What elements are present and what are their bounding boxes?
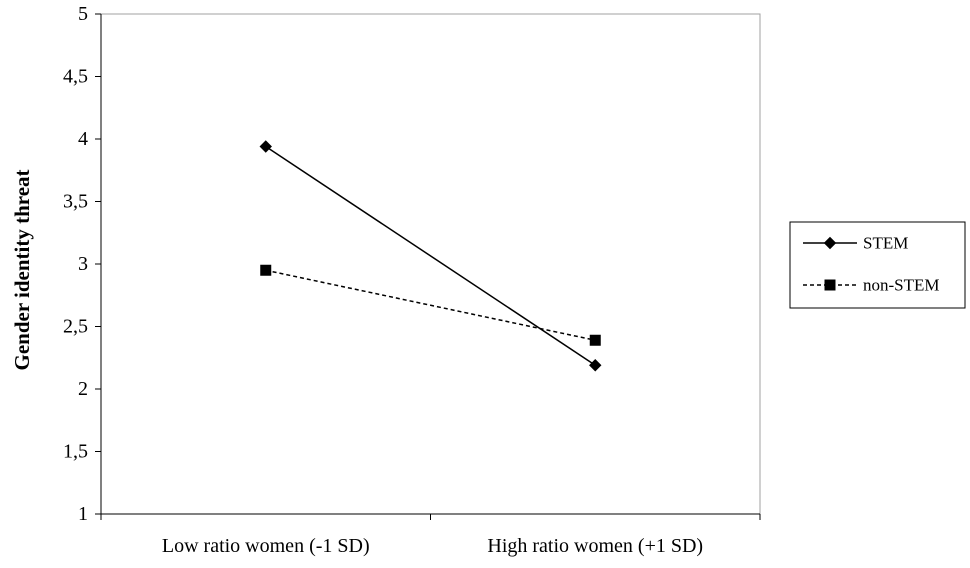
legend-marker xyxy=(824,279,836,291)
data-point xyxy=(589,334,601,346)
y-tick-label: 4,5 xyxy=(63,66,88,88)
x-category-label: High ratio women (+1 SD) xyxy=(487,535,703,557)
series-line xyxy=(265,269,596,341)
series-1 xyxy=(260,264,601,346)
plot-area xyxy=(100,13,761,515)
y-tick-label: 4 xyxy=(78,128,88,150)
y-axis-ticks: 1 1,5 2 2,5 3 3,5 4 4,5 5 xyxy=(63,3,101,525)
series-0 xyxy=(259,140,602,372)
data-point xyxy=(260,264,272,276)
y-tick-label: 3,5 xyxy=(63,191,88,213)
y-tick-label: 5 xyxy=(78,3,88,25)
series-line xyxy=(265,145,596,366)
legend: STEM non-STEM xyxy=(789,221,966,309)
legend-marker xyxy=(823,236,837,250)
y-tick-label: 3 xyxy=(78,253,88,275)
y-tick-label: 1,5 xyxy=(63,441,88,463)
x-category-label: Low ratio women (-1 SD) xyxy=(162,535,370,557)
legend-label: non-STEM xyxy=(863,276,940,295)
y-tick-label: 1 xyxy=(78,503,88,525)
legend-label: STEM xyxy=(863,234,908,253)
y-tick-label: 2 xyxy=(78,378,88,400)
data-point xyxy=(259,140,272,153)
x-axis-ticks: Low ratio women (-1 SD) High ratio women … xyxy=(100,514,761,557)
y-axis-label: Gender identity threat xyxy=(10,169,34,370)
data-point xyxy=(589,359,602,372)
legend-box xyxy=(789,221,966,309)
y-tick-label: 2,5 xyxy=(63,316,88,338)
series-layer xyxy=(259,140,602,372)
